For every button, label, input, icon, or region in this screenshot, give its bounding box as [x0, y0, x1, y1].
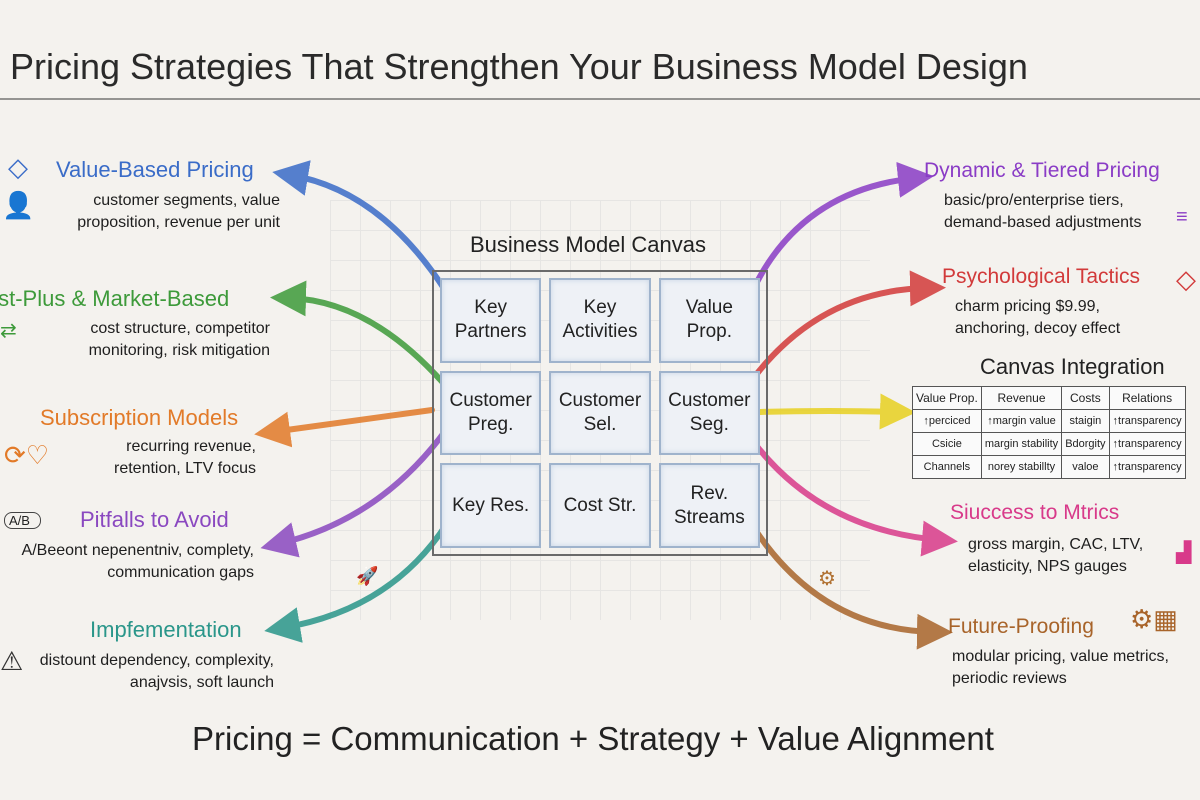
chart-icon: ▟ — [1176, 542, 1192, 564]
diamond-icon: ◇ — [8, 152, 28, 182]
table-header: Costs — [1061, 386, 1110, 410]
connector-arrow — [755, 393, 916, 430]
table-row: Channels norey stabillty valoe ↑transpar… — [912, 455, 1186, 479]
connector-arrow — [749, 161, 934, 295]
future-proofing-heading: Future-Proofing — [948, 615, 1094, 638]
canvas-cell-cost-str: Cost Str. — [549, 463, 651, 548]
cycle-heart-icon: ⟳♡ — [4, 440, 50, 470]
table-cell: ↑transparency — [1108, 455, 1186, 479]
business-model-canvas: Key Partners Key Activities Value Prop. … — [432, 270, 768, 556]
dynamic-desc: basic/pro/enterprise tiers, demand-based … — [944, 192, 1142, 231]
dynamic-heading: Dynamic & Tiered Pricing — [924, 159, 1160, 182]
pitfalls-heading: Pitfalls to Avoid — [80, 507, 229, 532]
canvas-integration-table: Value Prop. Revenue Costs Relations ↑per… — [912, 386, 1186, 479]
page-title: Pricing Strategies That Strengthen Your … — [10, 46, 1028, 87]
ab-test-icon: A/B — [4, 512, 41, 529]
connector-arrow — [749, 437, 958, 557]
table-cell: Csicie — [912, 432, 982, 456]
table-cell: ↑transparency — [1108, 432, 1186, 456]
connector-arrow — [272, 160, 448, 293]
value-based-heading: Value-Based Pricing — [56, 157, 254, 182]
implementation-desc: distount dependency, complexity, anajvsis… — [39, 652, 274, 691]
exchange-icon: ⇄ — [0, 320, 17, 342]
canvas-integration-title: Canvas Integration — [980, 354, 1165, 379]
canvas-cell-rev-streams: Rev. Streams — [658, 463, 760, 548]
title-underline — [0, 98, 1200, 100]
success-metrics-desc: gross margin, CAC, LTV, elasticity, NPS g… — [968, 536, 1144, 575]
psychological-desc: charm pricing $9.99, anchoring, decoy eff… — [955, 298, 1121, 337]
canvas-cell-key-res: Key Res. — [440, 463, 542, 548]
connector-arrow — [749, 522, 953, 650]
subscription-heading: Subscription Models — [40, 405, 239, 430]
canvas-cell-key-activities: Key Activities — [549, 278, 651, 363]
table-cell: ↑perciced — [912, 409, 982, 433]
pitfalls-desc: A/Beeont nepenentniv, complety, communica… — [21, 542, 254, 581]
table-cell: margin stability — [980, 432, 1063, 456]
implementation-heading: Impfementation — [90, 617, 242, 642]
gear-icon: ⚙ — [818, 568, 836, 590]
subscription-desc: recurring revenue, retention, LTV focus — [114, 438, 256, 477]
table-header: Revenue — [980, 386, 1063, 410]
table-cell: Bdorgity — [1061, 432, 1110, 456]
gear-calendar-icon: ⚙▦ — [1130, 604, 1178, 634]
tag-icon: ◇ — [1176, 264, 1196, 294]
table-cell: norey stabillty — [980, 455, 1063, 479]
canvas-cell-key-partners: Key Partners — [440, 278, 542, 363]
table-header-row: Value Prop. Revenue Costs Relations — [912, 386, 1186, 410]
person-icon: 👤 — [2, 190, 35, 220]
table-header: Relations — [1108, 386, 1186, 410]
table-cell: valoe — [1061, 455, 1110, 479]
rocket-icon: 🚀 — [356, 566, 379, 586]
table-cell: staigin — [1061, 409, 1110, 433]
canvas-cell-value-prop: Value Prop. — [658, 278, 760, 363]
cost-plus-heading: Cost-Plus & Market-Based — [0, 286, 230, 311]
connector-arrow — [749, 270, 946, 383]
warning-icon: ⚠ — [0, 646, 24, 676]
cost-plus-desc: cost structure, competitor monitoring, ri… — [88, 320, 270, 359]
canvas-cell-customer-sel: Customer Sel. — [549, 370, 651, 456]
success-metrics-heading: Siuccess to Mtrics — [950, 501, 1120, 524]
table-cell: Channels — [912, 455, 982, 479]
formula: Pricing = Communication + Strategy + Val… — [192, 720, 994, 757]
future-proofing-desc: modular pricing, value metrics, periodic … — [952, 648, 1169, 687]
tiers-icon: ≡ — [1176, 206, 1188, 228]
canvas-title: Business Model Canvas — [470, 232, 707, 257]
canvas-cell-customer-preg: Customer Preg. — [440, 370, 542, 456]
value-based-desc: customer segments, value proposition, rev… — [77, 192, 280, 231]
connector-arrow — [254, 407, 435, 448]
psychological-heading: Psychological Tactics — [942, 265, 1141, 288]
connector-arrow — [264, 522, 449, 643]
table-header: Value Prop. — [912, 386, 982, 410]
table-row: Csicie margin stability Bdorgity ↑transp… — [912, 432, 1186, 456]
connector-arrow — [260, 427, 449, 558]
canvas-cell-customer-seg: Customer Seg. — [658, 370, 760, 456]
connector-arrow — [270, 280, 448, 388]
table-row: ↑perciced ↑margin value staigin ↑transpa… — [912, 409, 1186, 433]
table-cell: ↑margin value — [980, 409, 1063, 433]
table-cell: ↑transparency — [1108, 409, 1186, 433]
